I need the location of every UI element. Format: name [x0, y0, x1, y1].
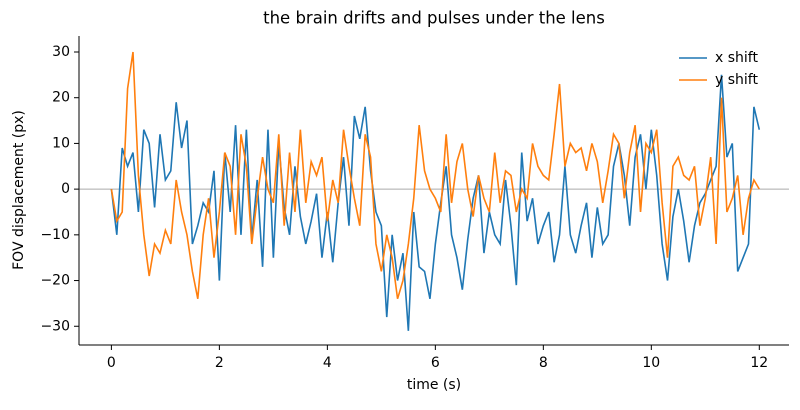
series-line [110, 51, 760, 300]
chart-title: the brain drifts and pulses under the le… [263, 9, 605, 28]
x-tick-label: 12 [750, 355, 768, 371]
x-tick-label: 6 [431, 355, 440, 371]
y-tick-label: −20 [40, 273, 70, 289]
x-tick-label: 2 [215, 355, 224, 371]
x-tick-label: 8 [539, 355, 548, 371]
x-tick-label: 0 [107, 355, 116, 371]
legend-label: x shift [715, 50, 758, 66]
x-tick-label: 4 [323, 355, 332, 371]
y-tick-label: 30 [52, 44, 70, 60]
y-tick-label: 20 [52, 90, 70, 106]
y-tick-label: −10 [40, 227, 70, 243]
y-axis-label: FOV displacement (px) [11, 110, 27, 270]
x-tick-label: 10 [642, 355, 660, 371]
x-axis-label: time (s) [407, 377, 461, 393]
y-tick-label: −30 [40, 318, 70, 334]
y-tick-label: 10 [52, 135, 70, 151]
series-line [110, 74, 761, 331]
y-tick-label: 0 [61, 181, 70, 197]
legend-label: y shift [715, 72, 758, 88]
